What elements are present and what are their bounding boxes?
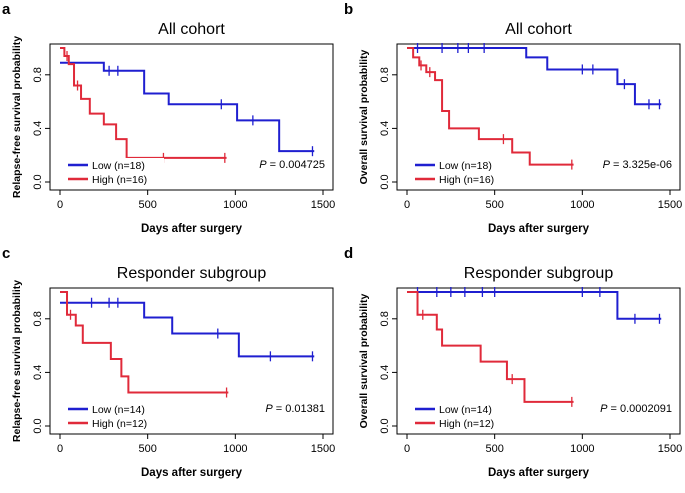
y-tick-label: 0.0 [32,174,44,189]
x-tick-label: 0 [404,443,410,455]
legend-label: Low (n=14) [92,404,145,416]
x-axis-label: Days after surgery [488,223,590,235]
x-tick-label: 1000 [223,199,247,211]
x-tick-label: 1500 [311,199,335,211]
plot-frame [396,287,681,435]
y-tick-label: 0.8 [379,311,391,326]
panel-letter: d [344,245,353,262]
x-axis-label: Days after surgery [141,223,243,235]
y-tick-label: 0.0 [379,418,391,433]
chart-title: All cohort [158,21,225,38]
x-tick-label: 1000 [223,443,247,455]
panel-b: b All cohort 0 500 1000 1500 0.0 0.4 0.8 Days aft… [344,1,682,235]
x-tick-label: 500 [485,199,503,211]
y-axis-label: Relapse-free survival probability [11,280,23,442]
legend-label: Low (n=14) [439,404,492,416]
chart-title: Responder subgroup [464,265,614,282]
legend-label: High (n=16) [439,174,494,186]
x-tick-label: 500 [485,443,503,455]
x-tick-label: 1500 [658,199,682,211]
p-value-symbol: P [603,159,611,171]
y-tick-label: 0.8 [32,311,44,326]
x-axis-label: Days after surgery [488,467,590,479]
y-tick-label: 0.4 [379,365,391,380]
chart-title: Responder subgroup [117,265,267,282]
p-value: P = 0.01381 [265,403,325,415]
x-tick-label: 1500 [658,443,682,455]
legend [411,158,511,188]
series-line-low [407,47,662,106]
plot-frame [49,43,334,191]
p-value-text: = 0.01381 [273,403,325,415]
y-tick-label: 0.0 [32,418,44,433]
x-tick-label: 500 [138,443,156,455]
series-line-high [407,47,574,166]
chart-title: All cohort [505,21,572,38]
y-tick-label: 0.4 [32,365,44,380]
y-axis-label: Overall survival probability [358,49,370,184]
legend [64,402,164,432]
series-line-low [407,291,662,320]
legend [64,158,164,188]
panel-d: d Responder subgroup 0 500 1000 1500 0.0 0.4 0.8… [344,245,682,479]
y-tick-label: 0.8 [32,67,44,82]
p-value-text: = 3.325e-06 [610,159,672,171]
legend-label: High (n=16) [92,174,147,186]
y-tick-label: 0.8 [379,67,391,82]
x-tick-label: 500 [138,199,156,211]
p-value-symbol: P [600,403,608,415]
series-line-low [60,61,315,153]
p-value-symbol: P [265,403,273,415]
series-line-high [60,47,227,159]
legend-label: High (n=12) [92,418,147,430]
legend-label: Low (n=18) [92,160,145,172]
x-tick-label: 0 [404,199,410,211]
x-axis-label: Days after surgery [141,467,243,479]
series-line-low [60,301,315,358]
p-value-text: = 0.004725 [267,159,325,171]
y-axis-label: Overall survival probability [358,293,370,428]
x-tick-label: 0 [57,199,63,211]
panel-letter: a [2,1,11,18]
legend-label: High (n=12) [439,418,494,430]
series-line-high [60,291,229,394]
p-value: P = 3.325e-06 [603,159,672,171]
x-tick-label: 1000 [570,199,594,211]
plot-frame [49,287,334,435]
panel-letter: c [2,245,10,262]
series-line-high [407,291,574,403]
panel-letter: b [344,1,353,18]
y-tick-label: 0.4 [32,121,44,136]
x-tick-label: 1500 [311,443,335,455]
legend-label: Low (n=18) [439,160,492,172]
panel-a: a All cohort 0 500 1000 1500 0.0 0.4 0.8 Days aft… [2,1,335,235]
y-tick-label: 0.4 [379,121,391,136]
y-axis-label: Relapse-free survival probability [11,36,23,198]
x-tick-label: 1000 [570,443,594,455]
y-tick-label: 0.0 [379,174,391,189]
plot-frame [396,43,681,191]
panel-c: c Responder subgroup 0 500 1000 1500 0.0 0.4 0.8… [2,245,335,479]
p-value-text: = 0.0002091 [607,403,672,415]
p-value-symbol: P [259,159,267,171]
legend [411,402,511,432]
x-tick-label: 0 [57,443,63,455]
p-value: P = 0.004725 [259,159,325,171]
p-value: P = 0.0002091 [600,403,672,415]
